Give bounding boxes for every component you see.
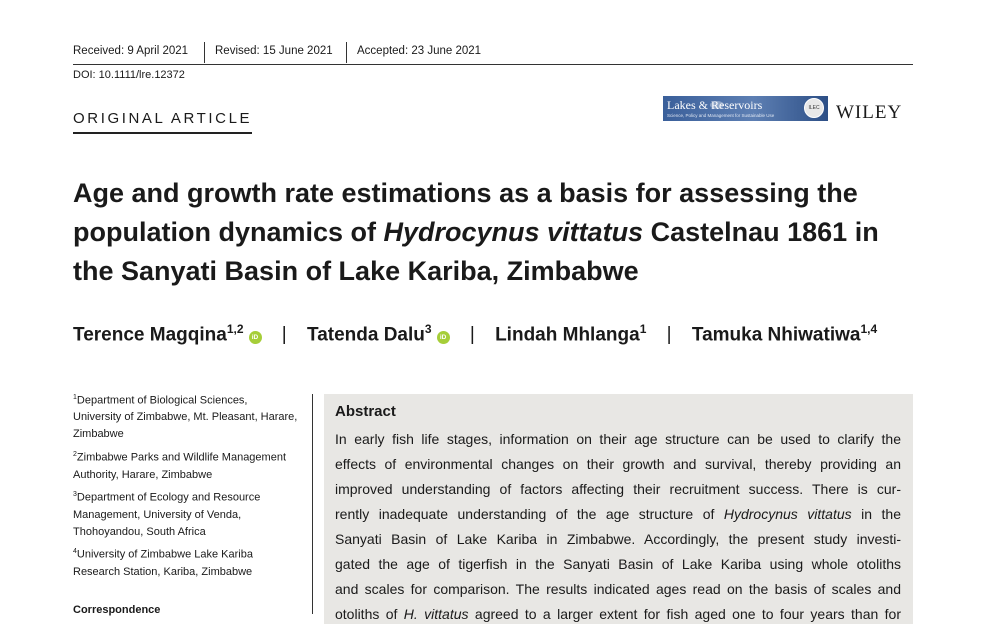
date-divider	[204, 42, 205, 63]
abstract-heading: Abstract	[335, 403, 396, 420]
affiliation-item: 3Department of Ecology and Resource Mana…	[73, 491, 261, 538]
doi[interactable]: DOI: 10.1111/lre.12372	[73, 69, 185, 81]
author-affiliation: 3	[424, 322, 432, 336]
author-separator: |	[281, 324, 287, 346]
journal-logo[interactable]: Lakes & Reservoirs Science, Policy and M…	[663, 96, 828, 121]
received-date: Received: 9 April 2021	[73, 45, 189, 57]
article-type: ORIGINAL ARTICLE	[73, 110, 253, 134]
abstract-line: rently inadequate understanding of the a…	[335, 506, 901, 522]
fish-icon	[710, 101, 724, 109]
species-name: Hydrocynus vittatus	[723, 506, 852, 522]
author-affiliation: 1	[639, 322, 647, 336]
affiliations: 1Department of Biological Sciences, Univ…	[73, 390, 298, 585]
journal-name: Lakes & Reservoirs	[667, 98, 763, 112]
author-name[interactable]: Lindah Mhlanga	[495, 324, 640, 346]
abstract-line: and scales for comparison. The results i…	[335, 581, 901, 597]
column-divider	[312, 394, 313, 614]
seal-icon: ILEC	[804, 98, 824, 118]
author-separator: |	[469, 324, 475, 346]
author-separator: |	[666, 324, 672, 346]
orcid-icon[interactable]: iD	[436, 331, 450, 345]
abstract-text: In early fish life stages, information o…	[335, 427, 901, 627]
revised-date: Revised: 15 June 2021	[215, 45, 333, 57]
abstract-box: Abstract In early fish life stages, info…	[324, 394, 913, 624]
accepted-date: Accepted: 23 June 2021	[357, 45, 482, 57]
affiliation-item: 4University of Zimbabwe Lake Kariba Rese…	[73, 548, 253, 578]
orcid-icon[interactable]: iD	[248, 331, 262, 345]
author-name[interactable]: Terence Magqina	[73, 324, 227, 346]
author-name[interactable]: Tamuka Nhiwatiwa	[691, 324, 861, 346]
correspondence-label: Correspondence	[73, 604, 161, 616]
species-name: H. vittatus	[403, 606, 469, 622]
abstract-line: In early fish life stages, information o…	[335, 431, 901, 447]
publication-dates: Received: 9 April 2021 Revised: 15 June …	[73, 42, 913, 65]
abstract-line: improved understanding of factors affect…	[335, 481, 901, 497]
author-list: Terence Magqina1,2 iD | Tatenda Dalu3 iD |…	[73, 322, 933, 346]
journal-subtitle: Science, Policy and Management for Susta…	[667, 113, 775, 118]
abstract-line: gated the age of tigerfish in the Sanyat…	[335, 556, 901, 572]
article-title: Age and growth rate estimations as a bas…	[73, 178, 879, 286]
affiliation-item: 2Zimbabwe Parks and Wildlife Management …	[73, 451, 286, 481]
date-divider	[346, 42, 347, 63]
author-name[interactable]: Tatenda Dalu	[307, 324, 425, 346]
abstract-line: effects of environmental changes on thei…	[335, 456, 901, 472]
abstract-line: Sanyati Basin of Lake Kariba in Zimbabwe…	[335, 531, 901, 547]
abstract-line: otoliths of H. vittatus agreed to a larg…	[335, 606, 901, 622]
species-name: Hydrocynus vittatus	[383, 217, 644, 247]
affiliation-item: 1Department of Biological Sciences, Univ…	[73, 394, 298, 441]
author-affiliation: 1,2	[226, 322, 244, 336]
author-affiliation: 1,4	[860, 322, 878, 336]
publisher-logo[interactable]: WILEY	[836, 102, 903, 123]
